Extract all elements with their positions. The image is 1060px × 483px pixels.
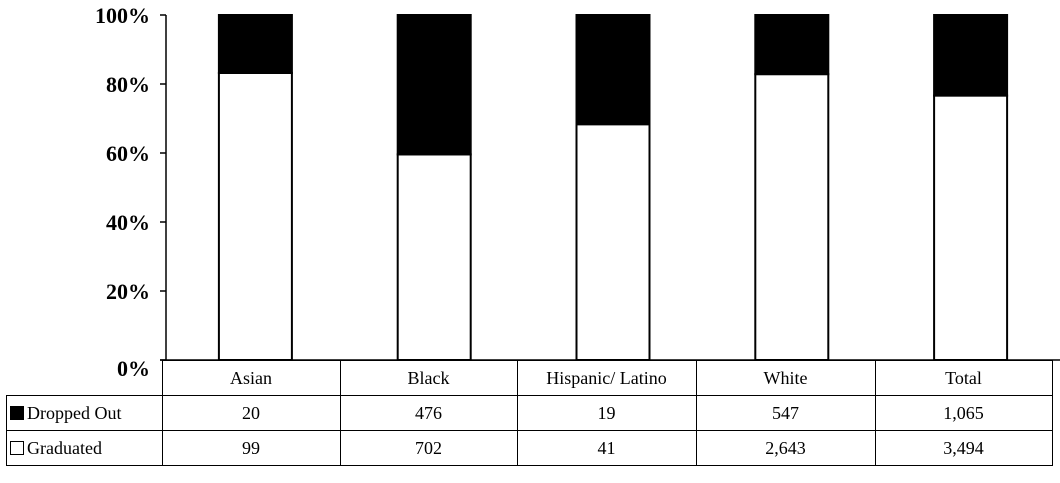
bar-graduated-hispanic-latino — [575, 123, 651, 361]
legend-label-graduated: Graduated — [27, 437, 102, 458]
legend-swatch-empty-icon — [10, 440, 24, 455]
bar-dropped-out-black — [396, 14, 472, 156]
bar-graduated-asian — [217, 71, 293, 362]
category-label-white: White — [695, 360, 876, 396]
table-cell: 20 — [161, 395, 341, 431]
bar-graduated-total — [933, 94, 1009, 362]
category-label-hispanic-latino: Hispanic/ Latino — [516, 360, 697, 396]
table-cell: 476 — [339, 395, 518, 431]
table-row-graduated: Graduated 99 702 41 2,643 3,494 — [6, 430, 1053, 466]
data-table: Asian Black Hispanic/ Latino White Total… — [6, 360, 1053, 466]
table-cell: 3,494 — [874, 430, 1053, 466]
legend-swatch-filled-icon — [10, 405, 24, 420]
y-tick-label: 60% — [106, 141, 150, 166]
bar-dropped-out-white — [754, 14, 830, 76]
y-tick-label: 40% — [106, 210, 150, 235]
table-cell: 547 — [695, 395, 876, 431]
bar-dropped-out-total — [933, 14, 1009, 97]
y-tick-label: 80% — [106, 72, 150, 97]
bar-graduated-white — [754, 73, 830, 362]
bar-dropped-out-hispanic-latino — [575, 14, 651, 126]
table-cell: 41 — [516, 430, 697, 466]
y-tick-label: 0% — [117, 356, 150, 381]
legend-entry-graduated: Graduated — [6, 430, 163, 466]
legend-entry-dropped-out: Dropped Out — [6, 395, 163, 431]
category-label-total: Total — [874, 360, 1053, 396]
y-tick-label: 100% — [95, 3, 150, 28]
category-header-row: Asian Black Hispanic/ Latino White Total — [7, 360, 1053, 396]
table-cell: 702 — [339, 430, 518, 466]
bar-graduated-black — [396, 153, 472, 361]
table-row-dropped-out: Dropped Out 20 476 19 547 1,065 — [6, 395, 1053, 431]
legend-label-dropped-out: Dropped Out — [27, 402, 122, 423]
category-label-asian: Asian — [161, 360, 341, 396]
y-tick-label: 20% — [106, 279, 150, 304]
category-label-black: Black — [339, 360, 518, 396]
table-cell: 19 — [516, 395, 697, 431]
table-cell: 1,065 — [874, 395, 1053, 431]
bar-dropped-out-asian — [217, 14, 293, 74]
table-cell: 2,643 — [695, 430, 876, 466]
table-cell: 99 — [161, 430, 341, 466]
